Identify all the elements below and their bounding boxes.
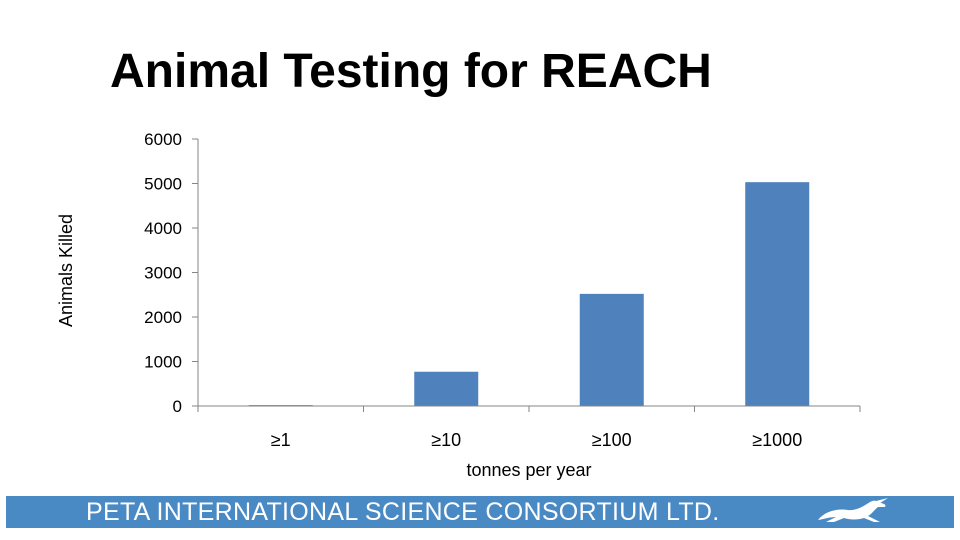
bars: [248, 182, 810, 407]
y-tick-label: 3000: [144, 264, 182, 283]
y-tick-label: 0: [173, 397, 182, 416]
x-tick-label: ≥100: [592, 430, 632, 450]
y-tick-label: 6000: [144, 130, 182, 149]
x-tick-label: ≥1000: [752, 430, 802, 450]
x-tick-label: ≥1: [271, 430, 291, 450]
x-axis-label: tonnes per year: [466, 460, 591, 480]
bar-chart: 0 1000 2000 3000 4000 5000 6000 ≥1 ≥10 ≥100 ≥1000…: [56, 130, 861, 480]
y-axis-label: Animals Killed: [56, 214, 76, 327]
y-tick-label: 2000: [144, 308, 182, 327]
bar: [414, 371, 479, 406]
bar: [579, 293, 644, 406]
y-tick-label: 4000: [144, 219, 182, 238]
leaping-rabbit-icon: [818, 498, 888, 522]
y-tick-label: 5000: [144, 175, 182, 194]
footer-organization-name: PETA INTERNATIONAL SCIENCE CONSORTIUM LT…: [86, 498, 720, 526]
slide-title: Animal Testing for REACH: [110, 45, 712, 98]
x-axis-ticks: ≥1 ≥10 ≥100 ≥1000: [197, 406, 861, 450]
x-tick-label: ≥10: [431, 430, 461, 450]
y-axis-ticks: 0 1000 2000 3000 4000 5000 6000: [144, 130, 198, 416]
y-tick-label: 1000: [144, 353, 182, 372]
bar: [745, 182, 810, 406]
footer-banner: PETA INTERNATIONAL SCIENCE CONSORTIUM LT…: [6, 496, 954, 528]
